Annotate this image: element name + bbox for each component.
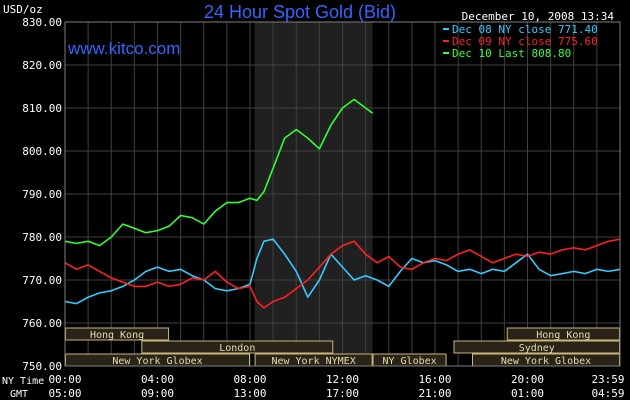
series-line — [64, 238, 621, 309]
session-label: Sydney — [519, 343, 555, 354]
y-axis-ticks: 830.00 820.00 810.00 800.00 790.00 780.00 770.… — [22, 16, 62, 373]
y-tick-label: 750.00 — [22, 360, 62, 373]
x-axis-label-ny: NY Time — [2, 376, 44, 387]
session-label: NY Globex — [382, 356, 436, 367]
y-tick-label: 800.00 — [22, 145, 62, 158]
y-tick-label: 760.00 — [22, 317, 62, 330]
x-tick-label-gmt: 04:59 — [591, 387, 624, 400]
x-tick-label-gmt: 21:00 — [418, 387, 451, 400]
session-label: Hong Kong — [536, 330, 590, 341]
x-tick-label-gmt: 17:00 — [326, 387, 359, 400]
x-tick-label-ny: 08:00 — [233, 373, 266, 386]
session-label: London — [219, 343, 255, 354]
y-tick-label: 790.00 — [22, 188, 62, 201]
y-tick-label: 770.00 — [22, 274, 62, 287]
x-tick-label-ny: 16:00 — [418, 373, 451, 386]
session-label: New York Globex — [501, 356, 591, 367]
session-label: New York NYMEX — [271, 356, 355, 367]
y-tick-label: 830.00 — [22, 16, 62, 29]
x-tick-label-gmt: 05:00 — [48, 387, 81, 400]
site-watermark: www.kitco.com — [67, 39, 180, 58]
legend-entry: Dec 09 NY close 775.60 — [452, 35, 598, 48]
y-tick-label: 820.00 — [22, 59, 62, 72]
chart-title: 24 Hour Spot Gold (Bid) — [204, 2, 396, 22]
chart-date: December 10, 2008 13:34 — [462, 10, 615, 23]
x-tick-label-ny: 00:00 — [48, 373, 81, 386]
x-axis-label-gmt: GMT — [10, 389, 28, 400]
y-axis-unit: USD/oz — [3, 3, 43, 16]
session-bar — [141, 340, 334, 354]
series-line — [64, 98, 374, 247]
x-tick-label-gmt: 13:00 — [233, 387, 266, 400]
legend-entry: Dec 08 NY close 771.40 — [452, 23, 598, 36]
session-label: Hong Kong — [90, 330, 144, 341]
x-tick-label-ny: 04:00 — [141, 373, 174, 386]
x-tick-label-gmt: 01:00 — [511, 387, 544, 400]
x-tick-label-gmt: 09:00 — [141, 387, 174, 400]
legend-entry: Dec 10 Last 808.80 — [452, 47, 571, 60]
x-tick-label-ny: 20:00 — [511, 373, 544, 386]
y-tick-label: 780.00 — [22, 231, 62, 244]
grid-lines — [65, 21, 620, 367]
x-tick-label-ny: 12:00 — [326, 373, 359, 386]
series-lines — [64, 98, 621, 309]
y-tick-label: 810.00 — [22, 102, 62, 115]
x-tick-label-ny: 23:59 — [591, 373, 624, 386]
plot-border — [64, 21, 621, 367]
session-label: New York Globex — [112, 356, 202, 367]
